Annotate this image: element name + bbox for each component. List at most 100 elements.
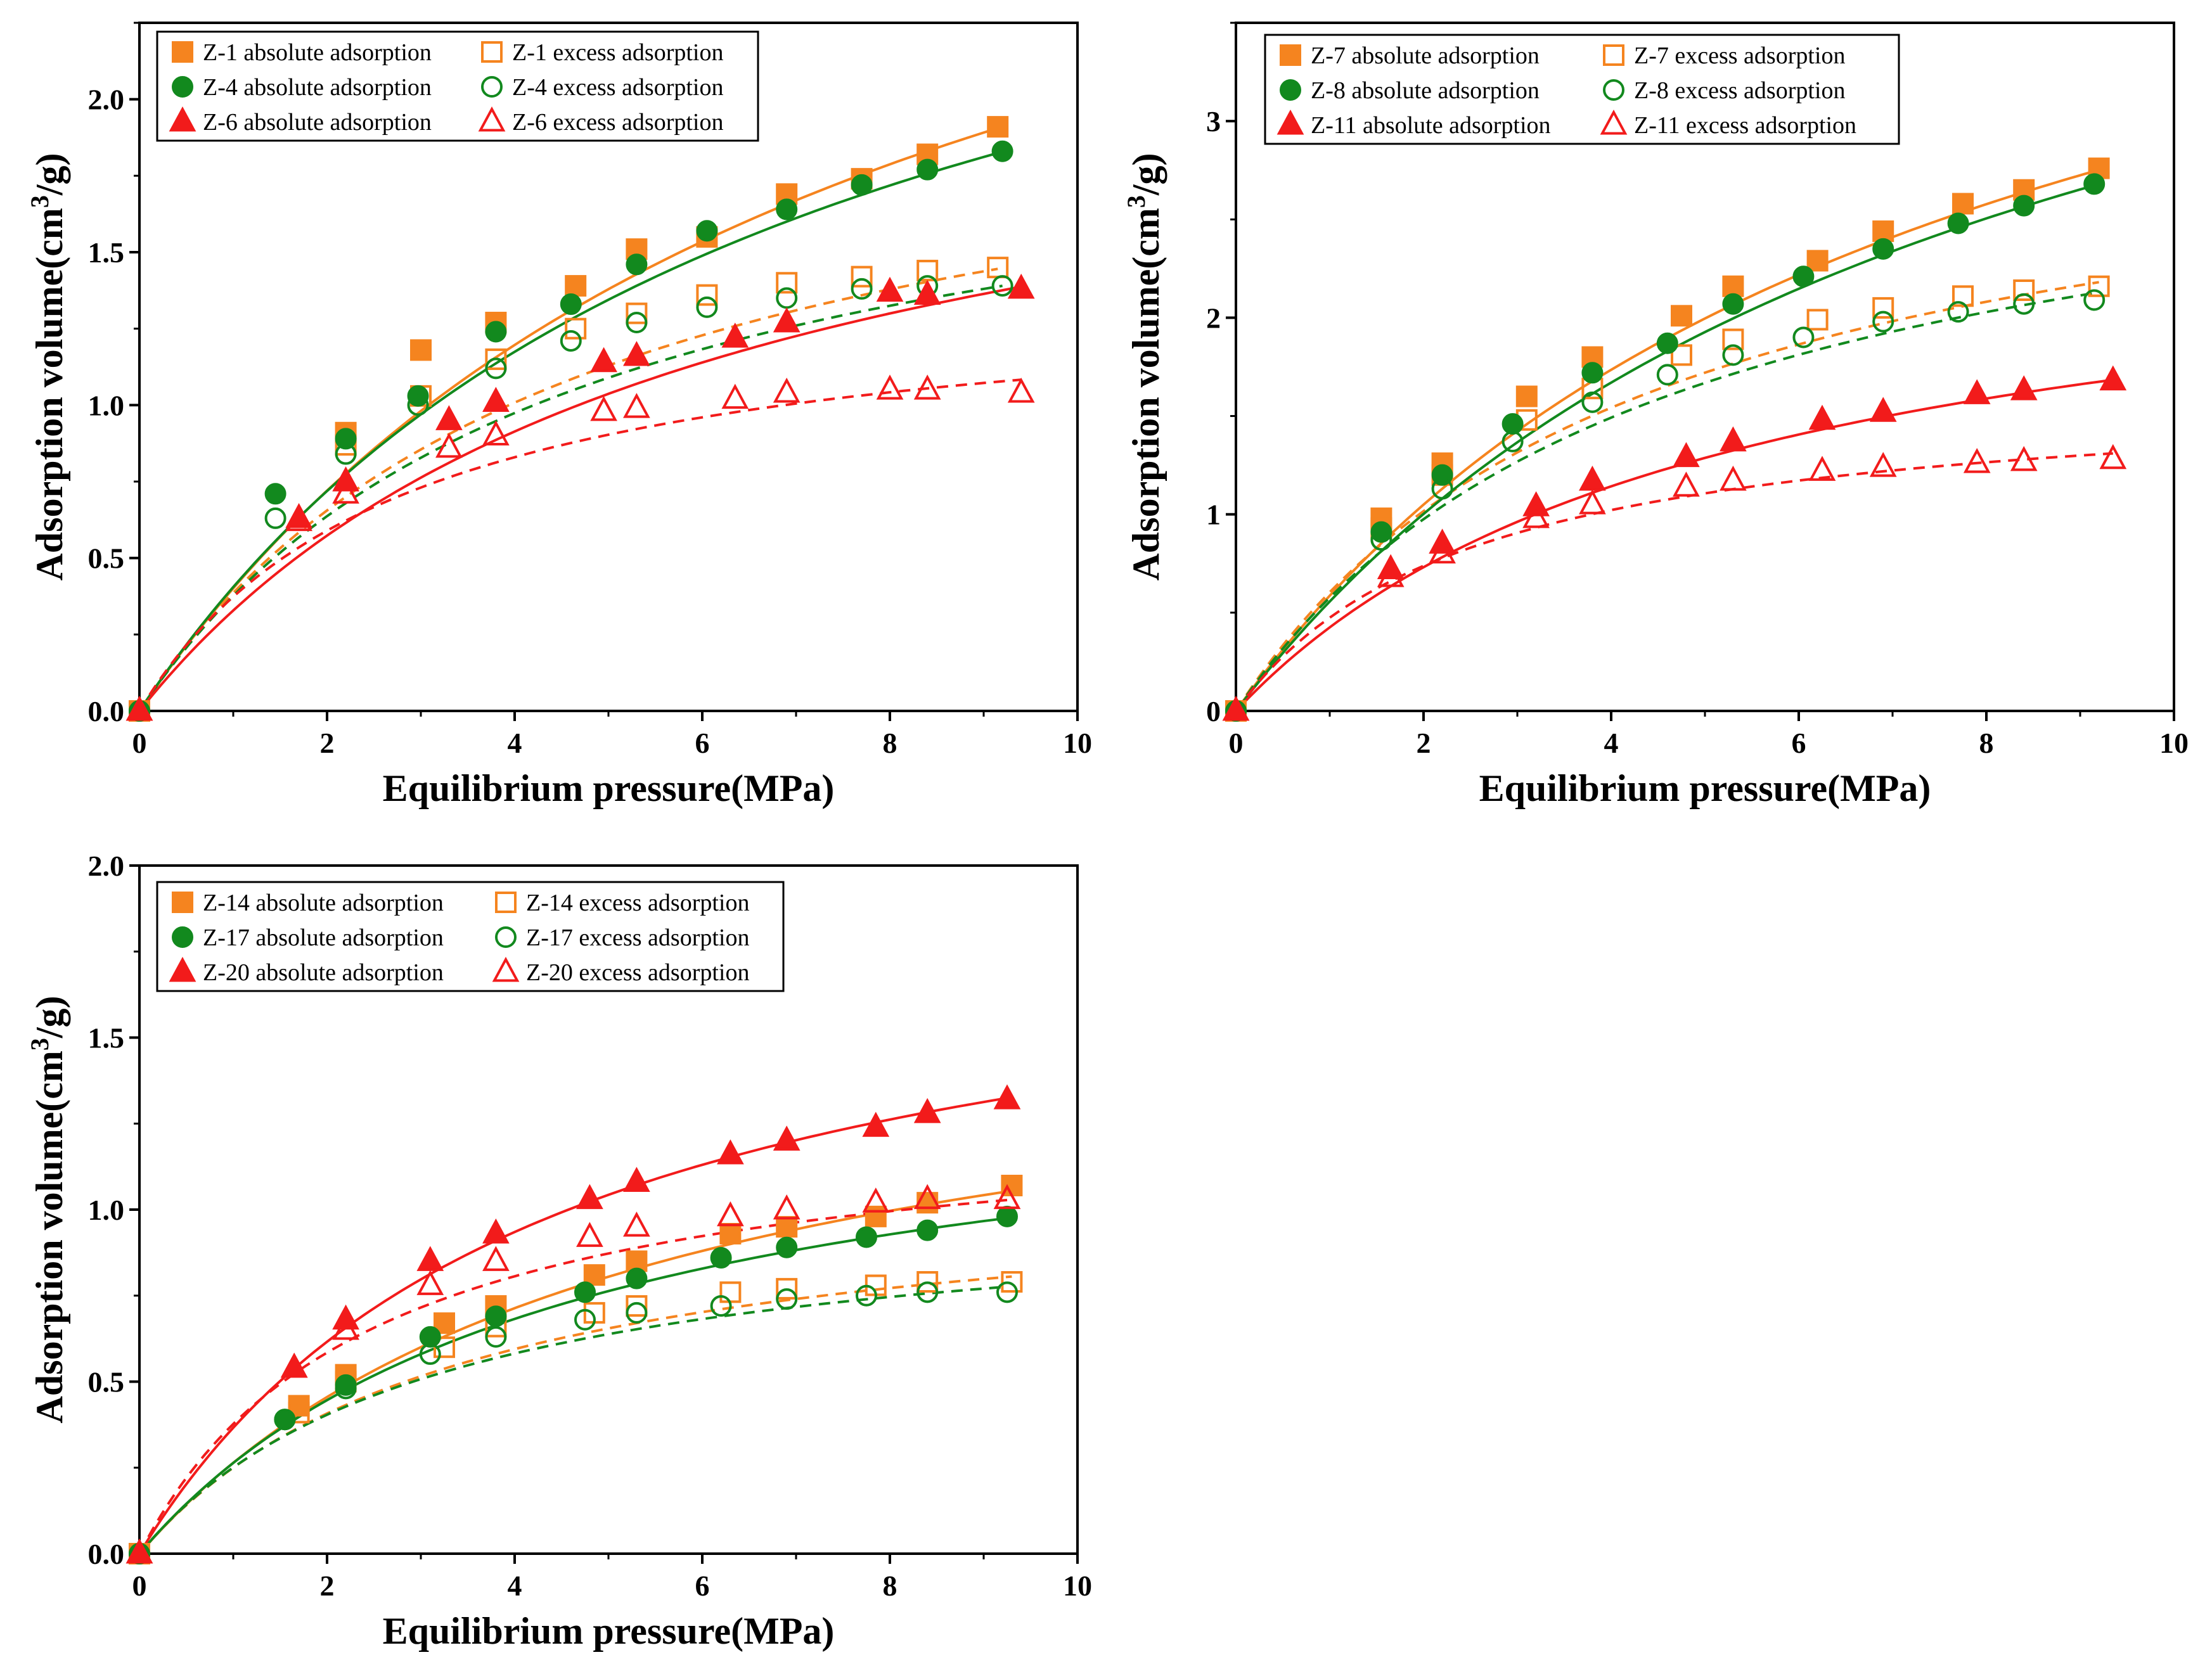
y-axis-title-superscript: 3: [25, 1038, 54, 1051]
data-point: [721, 323, 749, 348]
data-point: [856, 1284, 877, 1307]
data-point: [2099, 444, 2127, 470]
data-point: [626, 1301, 648, 1324]
data-point: [1720, 465, 1747, 491]
data-point: [1515, 385, 1538, 407]
fit-curve: [1235, 169, 2100, 712]
data-point: [1963, 379, 1991, 404]
data-point: [1952, 285, 1974, 307]
legend-label: Z-4 excess adsorption: [512, 74, 723, 101]
legend-label: Z-20 excess adsorption: [526, 959, 749, 986]
y-tick-label: 2.0: [88, 84, 125, 116]
data-point: [851, 265, 873, 288]
fit-curve: [138, 285, 1022, 712]
legend-box: [156, 30, 759, 142]
legend-marker: [172, 41, 193, 63]
y-axis-title-unit: /g): [29, 996, 70, 1039]
data-point: [916, 158, 939, 181]
data-point: [2013, 279, 2035, 301]
y-axis-title-superscript: 3: [25, 195, 54, 208]
data-point: [1806, 250, 1829, 272]
fit-curve: [1235, 184, 2095, 712]
data-point: [626, 312, 648, 334]
x-tick-label: 6: [695, 727, 710, 759]
fit-curve: [138, 1198, 1008, 1554]
data-point: [719, 1281, 742, 1303]
data-point: [710, 1295, 732, 1317]
data-point: [913, 1097, 941, 1123]
x-axis-title: Equilibrium pressure(MPa): [383, 1610, 835, 1652]
data-point: [565, 317, 587, 340]
series-markers: [125, 1184, 1021, 1564]
data-point: [335, 1378, 357, 1400]
data-point: [2088, 157, 2110, 179]
legend-marker: [481, 41, 503, 63]
data-point: [2010, 375, 2038, 400]
data-point: [264, 483, 286, 505]
legend-label: Z-11 absolute adsorption: [1311, 112, 1551, 139]
data-point: [583, 1264, 605, 1286]
data-point: [435, 432, 463, 458]
legend-marker: [492, 956, 520, 982]
fit-curve: [138, 1189, 1012, 1555]
legend-label: Z-1 excess adsorption: [512, 39, 723, 66]
data-point: [696, 284, 718, 306]
data-point: [1808, 456, 1836, 481]
data-point: [996, 1205, 1018, 1227]
data-point: [626, 302, 648, 324]
data-point: [865, 1205, 887, 1227]
series-markers: [129, 140, 1013, 722]
legend-marker: [1603, 44, 1624, 66]
y-tick-label: 1.5: [88, 1022, 125, 1054]
data-point: [125, 695, 153, 721]
legend-label: Z-8 absolute adsorption: [1311, 77, 1540, 104]
fit-curve: [138, 1096, 1008, 1555]
legend: Z-1 absolute adsorption Z-1 excess adsorp…: [156, 30, 759, 142]
legend-label: Z-6 excess adsorption: [512, 109, 723, 136]
fit-curve: [138, 127, 998, 712]
data-point: [2013, 293, 2035, 315]
data-point: [560, 293, 582, 316]
data-point: [916, 1271, 939, 1293]
legend-box: [156, 881, 785, 992]
legend-marker: [169, 106, 196, 132]
data-point: [2010, 445, 2038, 471]
data-point: [773, 377, 801, 403]
x-tick-label: 0: [132, 1570, 147, 1602]
data-point: [913, 1184, 941, 1210]
legend: Z-7 absolute adsorption Z-7 excess adsorp…: [1264, 34, 1900, 145]
legend-marker: [172, 926, 193, 948]
data-point: [987, 257, 1009, 279]
chart-panel-bottom-left: 0 2 4 6 8 10 0.0 0.5 1.0 1.5 2.0 Equilibrium pressu…: [25, 850, 1092, 1652]
series-markers: [129, 116, 1009, 722]
data-point: [776, 198, 798, 221]
data-point: [574, 1281, 596, 1303]
data-point: [1656, 332, 1678, 354]
y-axis-title-main: Adsorption volume(cm: [1125, 208, 1167, 580]
y-axis-title-main: Adsorption volume(cm: [29, 1051, 70, 1423]
data-point: [1792, 326, 1815, 349]
series-markers: [129, 257, 1009, 722]
legend-label: Z-8 excess adsorption: [1634, 77, 1845, 104]
x-tick-label: 2: [320, 727, 335, 759]
data-point: [1952, 193, 1974, 215]
data-point: [996, 1281, 1018, 1303]
y-tick-label: 0.5: [88, 542, 125, 575]
data-point: [696, 296, 718, 318]
data-point: [280, 1352, 308, 1378]
data-point: [419, 1343, 441, 1365]
data-point: [987, 116, 1009, 138]
y-tick-label: 0.0: [88, 695, 125, 727]
data-point: [626, 1295, 648, 1317]
legend-label: Z-14 excess adsorption: [526, 890, 749, 916]
fit-curve: [1235, 452, 2113, 712]
chart-panel-top-left: 0 2 4 6 8 10 0.0 0.5 1.0 1.5 2.0 Equilibrium pressu…: [25, 22, 1092, 809]
data-point: [485, 1305, 507, 1327]
data-point: [407, 394, 429, 416]
data-point: [916, 1281, 939, 1303]
data-point: [776, 1288, 798, 1310]
data-point: [1947, 212, 1969, 234]
x-tick-label: 4: [1604, 727, 1619, 759]
data-point: [721, 383, 749, 409]
